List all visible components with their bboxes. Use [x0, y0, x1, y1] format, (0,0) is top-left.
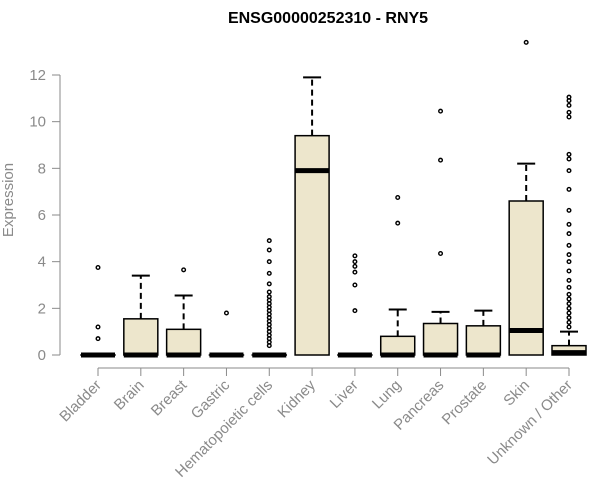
outlier-point [566, 315, 572, 321]
box [422, 322, 459, 356]
box-group [165, 267, 202, 358]
box-group [80, 265, 116, 358]
outlier-point [266, 259, 272, 265]
outlier-point [566, 156, 572, 162]
box-group [551, 94, 587, 356]
outlier-point [181, 267, 187, 273]
y-tick-label: 0 [38, 347, 46, 364]
outlier-point [266, 281, 272, 287]
outlier-point [95, 324, 101, 330]
box-group [294, 76, 330, 356]
box [165, 328, 202, 356]
chart-title: ENSG00000252310 - RNY5 [228, 10, 428, 27]
outlier-point [352, 282, 358, 288]
box-group [208, 310, 245, 358]
outlier-point [566, 268, 572, 274]
outlier-point [223, 310, 229, 316]
x-tick-label: Skin [500, 377, 533, 410]
y-tick-label: 8 [38, 160, 46, 177]
outlier-point [352, 253, 358, 259]
x-tick-label: Liver [327, 377, 362, 412]
y-tick-label: 4 [38, 254, 46, 271]
box-group [422, 108, 459, 358]
outlier-point [266, 247, 272, 253]
box [379, 335, 416, 356]
outlier-point [566, 114, 572, 120]
box-group [337, 253, 373, 358]
outlier-point [566, 221, 572, 227]
box-group [379, 194, 416, 358]
box [465, 325, 502, 356]
outlier-point [438, 250, 444, 256]
outlier-point [566, 207, 572, 213]
outlier-point [566, 231, 572, 237]
y-tick-label: 2 [38, 300, 46, 317]
outlier-point [566, 259, 572, 265]
x-tick-label: Bladder [56, 377, 105, 426]
outlier-point [266, 270, 272, 276]
x-tick-label: Prostate [439, 377, 491, 429]
outlier-point [266, 289, 272, 295]
outlier-point [566, 310, 572, 316]
outlier-point [566, 186, 572, 192]
outlier-point [352, 259, 358, 265]
outlier-point [352, 263, 358, 269]
box-group [465, 309, 502, 358]
outlier-point [566, 242, 572, 248]
outlier-point [566, 291, 572, 297]
outlier-point [566, 301, 572, 307]
y-tick-label: 6 [38, 207, 46, 224]
boxes-layer [80, 39, 587, 358]
outlier-point [566, 94, 572, 100]
y-axis: 0 2 4 6 8 10 12 [29, 67, 61, 364]
outlier-point [566, 284, 572, 290]
outlier-point [523, 39, 529, 45]
outlier-point [352, 269, 358, 275]
outlier-point [438, 108, 444, 114]
outlier-point [566, 151, 572, 157]
outlier-point [352, 308, 358, 314]
outlier-point [566, 109, 572, 115]
outlier-point [95, 265, 101, 271]
box-group [123, 274, 159, 358]
outlier-point [566, 324, 572, 330]
outlier-point [395, 220, 401, 226]
box [123, 318, 159, 356]
outlier-point [566, 319, 572, 325]
outlier-point [395, 194, 401, 200]
outlier-point [438, 157, 444, 163]
y-tick-label: 12 [29, 67, 46, 84]
y-tick-label: 10 [29, 114, 46, 131]
outlier-point [566, 252, 572, 258]
outlier-point [566, 277, 572, 283]
outlier-point [566, 102, 572, 108]
outlier-point [266, 238, 272, 244]
outlier-point [266, 294, 272, 300]
x-tick-label: Lung [369, 377, 405, 413]
y-axis-label: Expression [0, 163, 17, 237]
box-group [508, 39, 544, 356]
outlier-point [95, 336, 101, 342]
x-tick-label: Breast [148, 376, 191, 419]
outlier-point [566, 296, 572, 302]
x-tick-label: Brain [111, 377, 148, 414]
outlier-point [566, 305, 572, 311]
box-group [251, 238, 288, 358]
outlier-point [566, 168, 572, 174]
x-tick-label: Kidney [274, 376, 319, 421]
